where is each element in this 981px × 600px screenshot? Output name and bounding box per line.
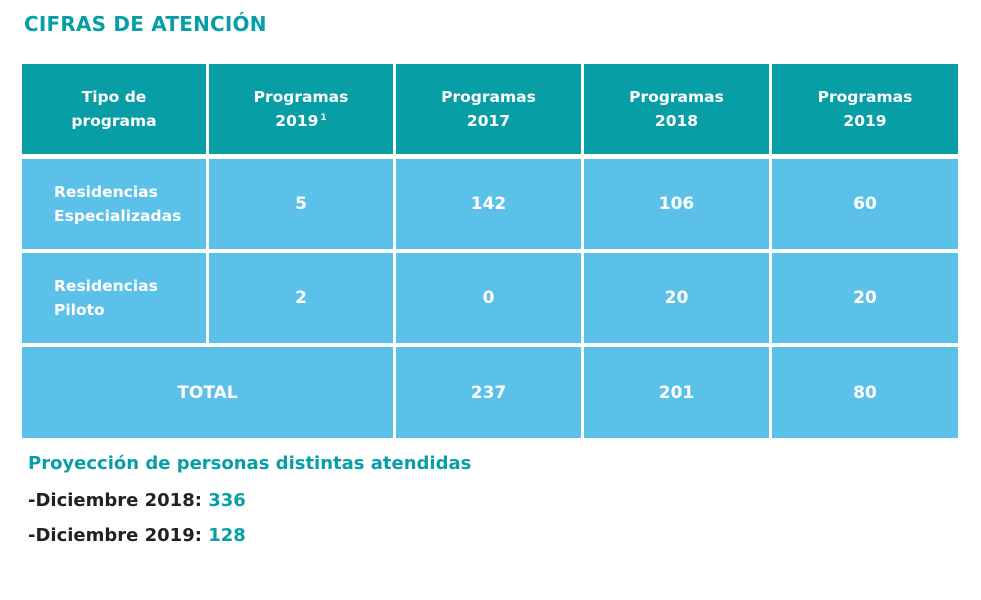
projection-label: -Diciembre 2018: [28,490,202,511]
header-line: Programas [629,88,724,106]
row-label-line: Piloto [54,301,105,319]
header-line: Programas [441,88,536,106]
header-line: programa [71,112,157,130]
table-cell: 5 [209,159,393,249]
header-line: 2019 [843,112,887,130]
projection-label: -Diciembre 2019: [28,525,202,546]
table-cell: 106 [584,159,769,249]
header-line: 2019 [275,112,319,130]
projection-value: 128 [208,525,246,546]
header-line: Tipo de [81,88,147,106]
row-label-line: Residencias [54,277,158,295]
table-cell: 20 [772,253,958,343]
projection-item-2019: -Diciembre 2019: 128 [28,525,246,546]
total-cell: 201 [584,347,769,438]
footnote-marker: 1 [320,112,327,123]
projection-item-2018: -Diciembre 2018: 336 [28,490,246,511]
row-label-specialized-residences: Residencias Especializadas [22,159,206,249]
table-cell: 20 [584,253,769,343]
header-cell-programs-2018: Programas 2018 [584,64,769,154]
total-cell: 80 [772,347,958,438]
table-cell: 60 [772,159,958,249]
projection-title: Proyección de personas distintas atendid… [28,453,472,474]
page-title: CIFRAS DE ATENCIÓN [24,12,267,36]
table-cell: 142 [396,159,581,249]
total-label: TOTAL [22,347,393,438]
row-label-pilot-residences: Residencias Piloto [22,253,206,343]
header-line: 2018 [654,112,699,130]
table-cell: 2 [209,253,393,343]
table-cell: 0 [396,253,581,343]
total-cell: 237 [396,347,581,438]
header-cell-programs-2019-note: Programas 2019 1 [209,64,393,154]
row-label-line: Especializadas [54,207,182,225]
header-cell-programs-2019: Programas 2019 [772,64,958,154]
header-cell-programs-2017: Programas 2017 [396,64,581,154]
row-label-line: Residencias [54,183,158,201]
header-cell-program-type: Tipo de programa [22,64,206,154]
header-line: Programas [253,88,349,106]
attention-figures-table: Tipo de programa Programas 2019 1 Program… [22,64,958,438]
header-line: Programas [817,88,913,106]
projection-value: 336 [208,490,246,511]
header-line: 2017 [466,112,511,130]
